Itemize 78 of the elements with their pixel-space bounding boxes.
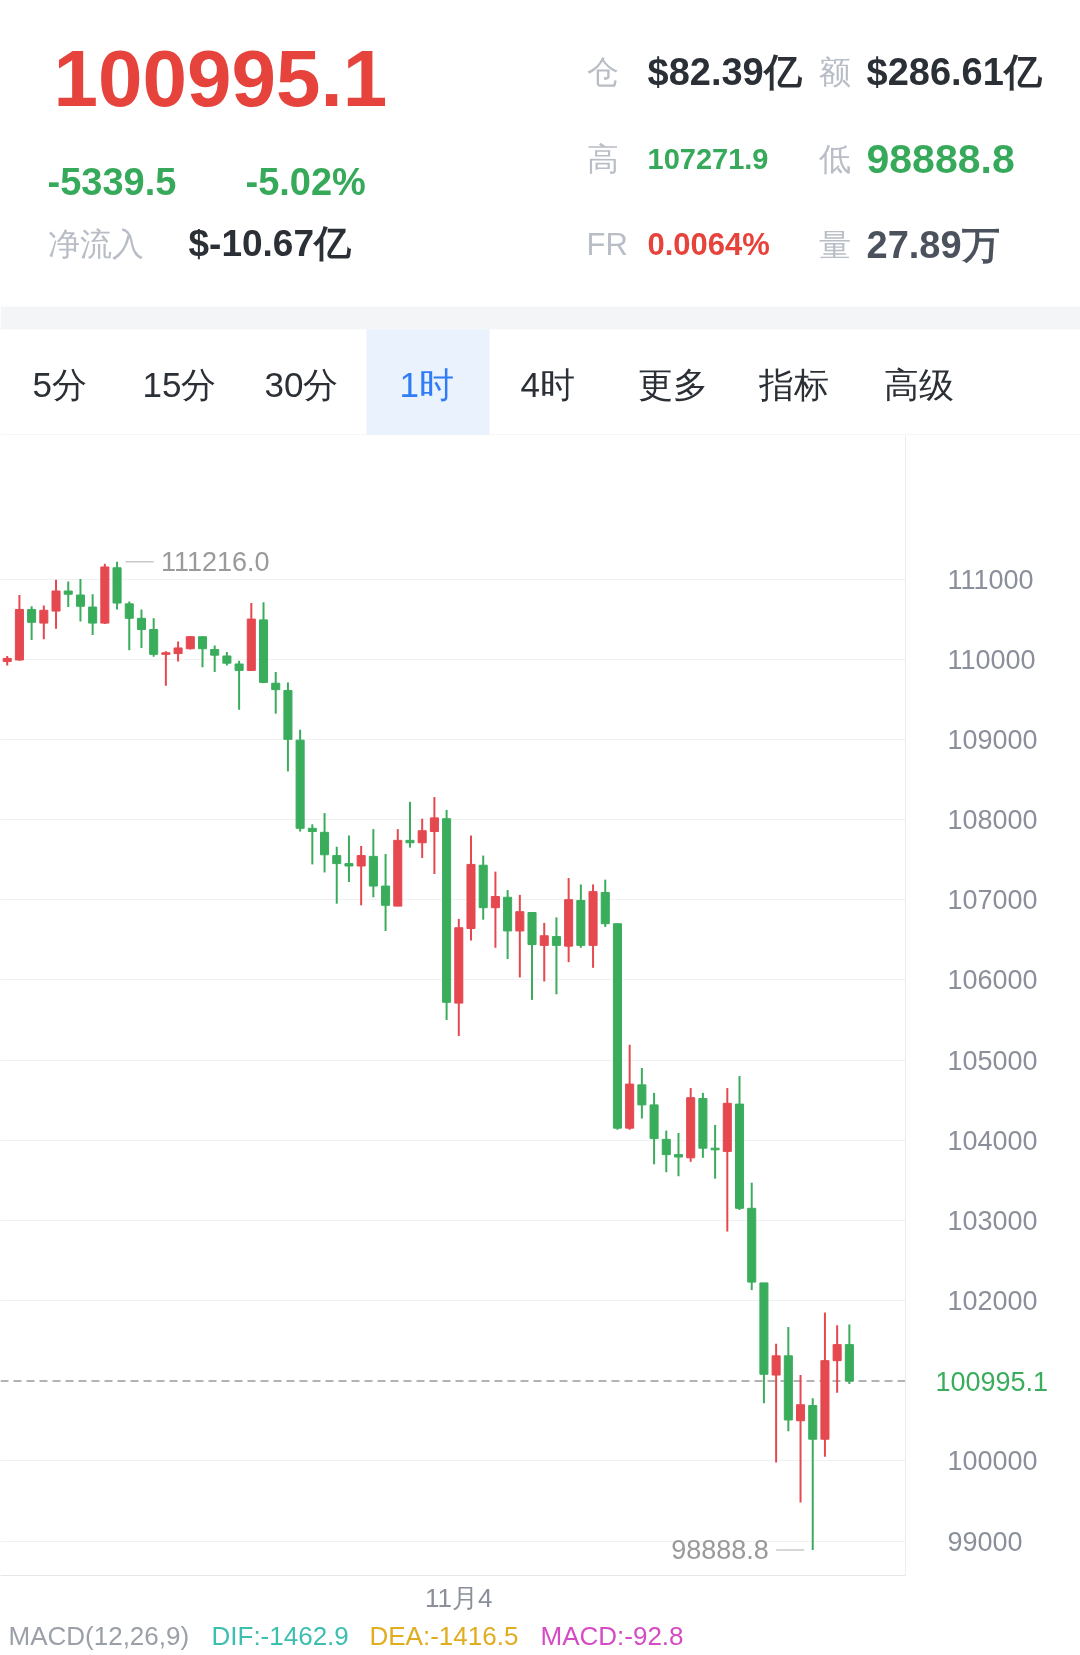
text: 量 bbox=[818, 226, 851, 263]
candlestick bbox=[210, 644, 220, 673]
y-tick-label: 99000 bbox=[947, 1526, 1023, 1557]
text: 100995.1 bbox=[53, 34, 388, 123]
candlestick bbox=[173, 640, 183, 663]
text: 净流入 bbox=[47, 225, 144, 262]
candlestick bbox=[771, 1342, 781, 1464]
candlestick bbox=[124, 600, 134, 652]
y-tick-label: 110000 bbox=[947, 644, 1036, 675]
annotation: 111216.0 bbox=[161, 547, 270, 578]
text: DEA:-1416.5 bbox=[369, 1620, 519, 1651]
text: -5339.5 bbox=[47, 161, 177, 203]
text: 高级 bbox=[883, 365, 954, 404]
y-tick-label: 108000 bbox=[947, 805, 1038, 836]
text: 27.89万 bbox=[866, 223, 1000, 266]
text: 4时 bbox=[520, 365, 575, 404]
text: 更多 bbox=[637, 365, 708, 404]
annotation: 98888.8 bbox=[671, 1535, 769, 1566]
text: 15分 bbox=[142, 365, 217, 404]
x-tick-label: 11月4 bbox=[425, 1582, 493, 1613]
candlestick bbox=[88, 593, 98, 637]
y-tick-label: 109000 bbox=[947, 724, 1038, 755]
text: MACD:-92.8 bbox=[540, 1620, 684, 1651]
text: 1时 bbox=[399, 365, 454, 404]
candlestick bbox=[344, 834, 354, 884]
candlestick bbox=[234, 659, 244, 711]
candlestick bbox=[405, 800, 415, 849]
text: -5.02% bbox=[245, 160, 366, 203]
text: 107271.9 bbox=[647, 142, 769, 175]
candlestick bbox=[381, 852, 391, 932]
candlestick bbox=[307, 823, 317, 866]
candlestick bbox=[51, 578, 61, 630]
text: 98888.8 bbox=[866, 135, 1015, 182]
y-tick-label: 105000 bbox=[947, 1045, 1038, 1076]
y-tick-label: 106000 bbox=[947, 965, 1038, 996]
candlestick bbox=[515, 893, 525, 979]
candlestick bbox=[63, 580, 73, 609]
candlestick bbox=[661, 1129, 671, 1174]
text: 5分 bbox=[32, 365, 87, 404]
candlestick bbox=[75, 578, 85, 623]
text: 0.0064% bbox=[647, 227, 770, 262]
y-tick-label: 111000 bbox=[947, 564, 1034, 595]
candlestick bbox=[39, 604, 49, 641]
y-tick-label: 102000 bbox=[947, 1286, 1038, 1317]
text: $-10.67亿 bbox=[188, 223, 352, 264]
y-tick-label: 100000 bbox=[947, 1446, 1038, 1477]
text: 高 bbox=[586, 140, 619, 177]
candlestick bbox=[136, 608, 146, 649]
candlestick bbox=[637, 1067, 647, 1120]
text: 低 bbox=[818, 140, 851, 177]
candlestick bbox=[161, 650, 171, 687]
text: 额 bbox=[818, 53, 851, 90]
y-tick-label: 104000 bbox=[947, 1125, 1038, 1156]
candlestick bbox=[551, 916, 561, 996]
text: 仓 bbox=[586, 53, 619, 90]
candlestick bbox=[832, 1324, 842, 1394]
candlestick bbox=[320, 812, 330, 874]
candlestick bbox=[356, 844, 366, 907]
candlestick bbox=[796, 1374, 806, 1504]
candlestick bbox=[332, 845, 342, 905]
candlestick bbox=[27, 605, 37, 641]
candlestick bbox=[673, 1131, 684, 1178]
ref-line-label: 100995.1 bbox=[935, 1366, 1049, 1397]
candlestick bbox=[417, 817, 427, 859]
text: $286.61亿 bbox=[866, 50, 1043, 93]
candlestick bbox=[490, 870, 500, 949]
text: FR bbox=[586, 227, 628, 262]
text: 30分 bbox=[264, 365, 339, 404]
y-tick-label: 107000 bbox=[947, 885, 1038, 916]
candlestick bbox=[197, 635, 208, 669]
text: $82.39亿 bbox=[647, 50, 803, 93]
text: DIF:-1462.9 bbox=[211, 1620, 349, 1651]
text: MACD(12,26,9) bbox=[8, 1620, 190, 1651]
y-tick-label: 103000 bbox=[947, 1205, 1038, 1236]
candlestick bbox=[429, 796, 439, 876]
candlestick bbox=[271, 671, 281, 715]
candlestick bbox=[539, 921, 549, 983]
text: 指标 bbox=[757, 365, 829, 404]
